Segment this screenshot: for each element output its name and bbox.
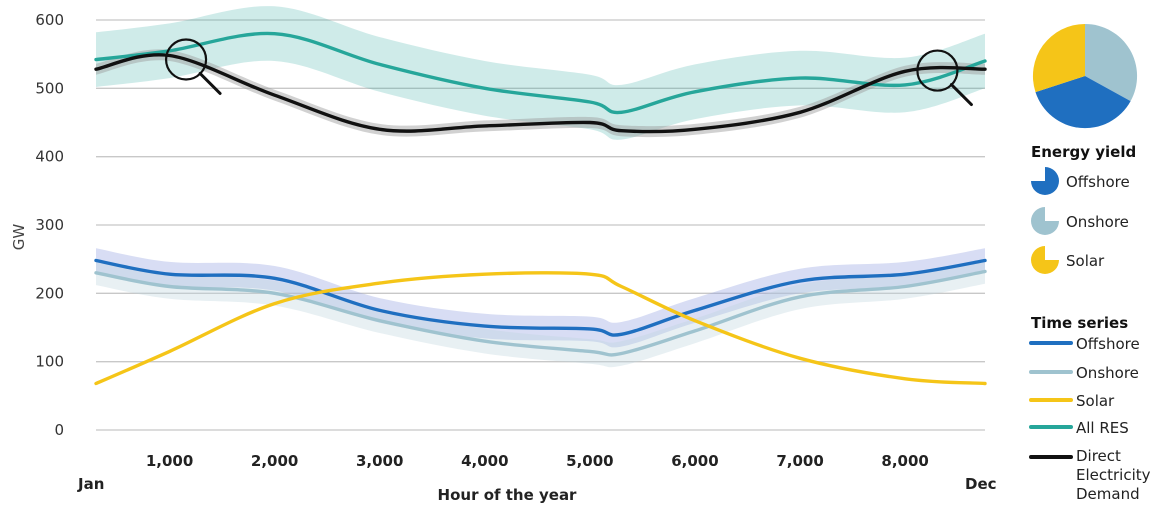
grid: 0 100 200 300 400 500 600 1,000 2,000 3,000 4,000 5…: [35, 11, 985, 470]
line-offshore: [94, 258, 987, 337]
legend-demand-label-1: Direct: [1076, 447, 1121, 465]
time-series-title: Time series: [1031, 314, 1128, 332]
band-direct-electricity-demand: [96, 49, 985, 138]
x-tick-label: 6,000: [671, 452, 718, 470]
magnifier-icon: [164, 38, 222, 95]
pie-slice-offshore: [1035, 76, 1131, 129]
line-all-res: [94, 31, 987, 115]
line-onshore: [94, 269, 987, 357]
legend-offshore-label: Offshore: [1076, 335, 1140, 353]
y-tick-label: 200: [35, 284, 64, 302]
onshore-pie-icon: [1031, 207, 1059, 235]
y-axis-label: GW: [10, 224, 28, 251]
y-tick-label: 600: [35, 11, 64, 29]
legend-demand-label-2: Electricity: [1076, 466, 1151, 484]
solar-pie-icon: [1031, 246, 1059, 274]
series-lines: [94, 31, 987, 386]
energy-yield-solar-label: Solar: [1066, 252, 1105, 270]
series-bands: [96, 6, 985, 368]
x-tick-label: 2,000: [251, 452, 298, 470]
legend-onshore-label: Onshore: [1076, 364, 1139, 382]
x-tick-label: 4,000: [461, 452, 508, 470]
legend-solar-label: Solar: [1076, 392, 1115, 410]
time-series-legend: Time series Offshore Onshore Solar All R…: [1029, 314, 1151, 503]
y-tick-label: 100: [35, 353, 64, 371]
y-tick-label: 400: [35, 148, 64, 166]
y-tick-label: 500: [35, 79, 64, 97]
energy-yield-pie: [1032, 23, 1138, 129]
energy-yield-onshore-label: Onshore: [1066, 213, 1129, 231]
x-start-label: Jan: [77, 475, 104, 493]
x-tick-label: 1,000: [146, 452, 193, 470]
x-tick-label: 8,000: [881, 452, 928, 470]
magnifier-icon: [916, 49, 973, 107]
x-end-label: Dec: [965, 475, 997, 493]
y-tick-label: 0: [54, 421, 64, 439]
line-direct-electricity-demand: [94, 53, 987, 134]
x-tick-label: 5,000: [566, 452, 613, 470]
x-tick-label: 7,000: [776, 452, 823, 470]
band-all-res: [96, 6, 985, 140]
axes: GW Hour of the year Jan Dec: [10, 224, 997, 504]
magnifiers: [164, 38, 973, 107]
energy-yield-title: Energy yield: [1031, 143, 1136, 161]
pie-slice-onshore: [1085, 23, 1138, 102]
x-tick-label: 3,000: [356, 452, 403, 470]
line-solar: [94, 271, 987, 386]
offshore-pie-icon: [1031, 167, 1059, 195]
legend-allres-label: All RES: [1076, 419, 1129, 437]
legend-demand-label-3: Demand: [1076, 485, 1140, 503]
energy-yield-offshore-label: Offshore: [1066, 173, 1130, 191]
energy-yield-legend: Energy yield Offshore Onshore Solar: [1031, 143, 1136, 274]
y-tick-label: 300: [35, 216, 64, 234]
x-axis-label: Hour of the year: [438, 486, 578, 504]
pie-slice-solar: [1032, 23, 1085, 93]
